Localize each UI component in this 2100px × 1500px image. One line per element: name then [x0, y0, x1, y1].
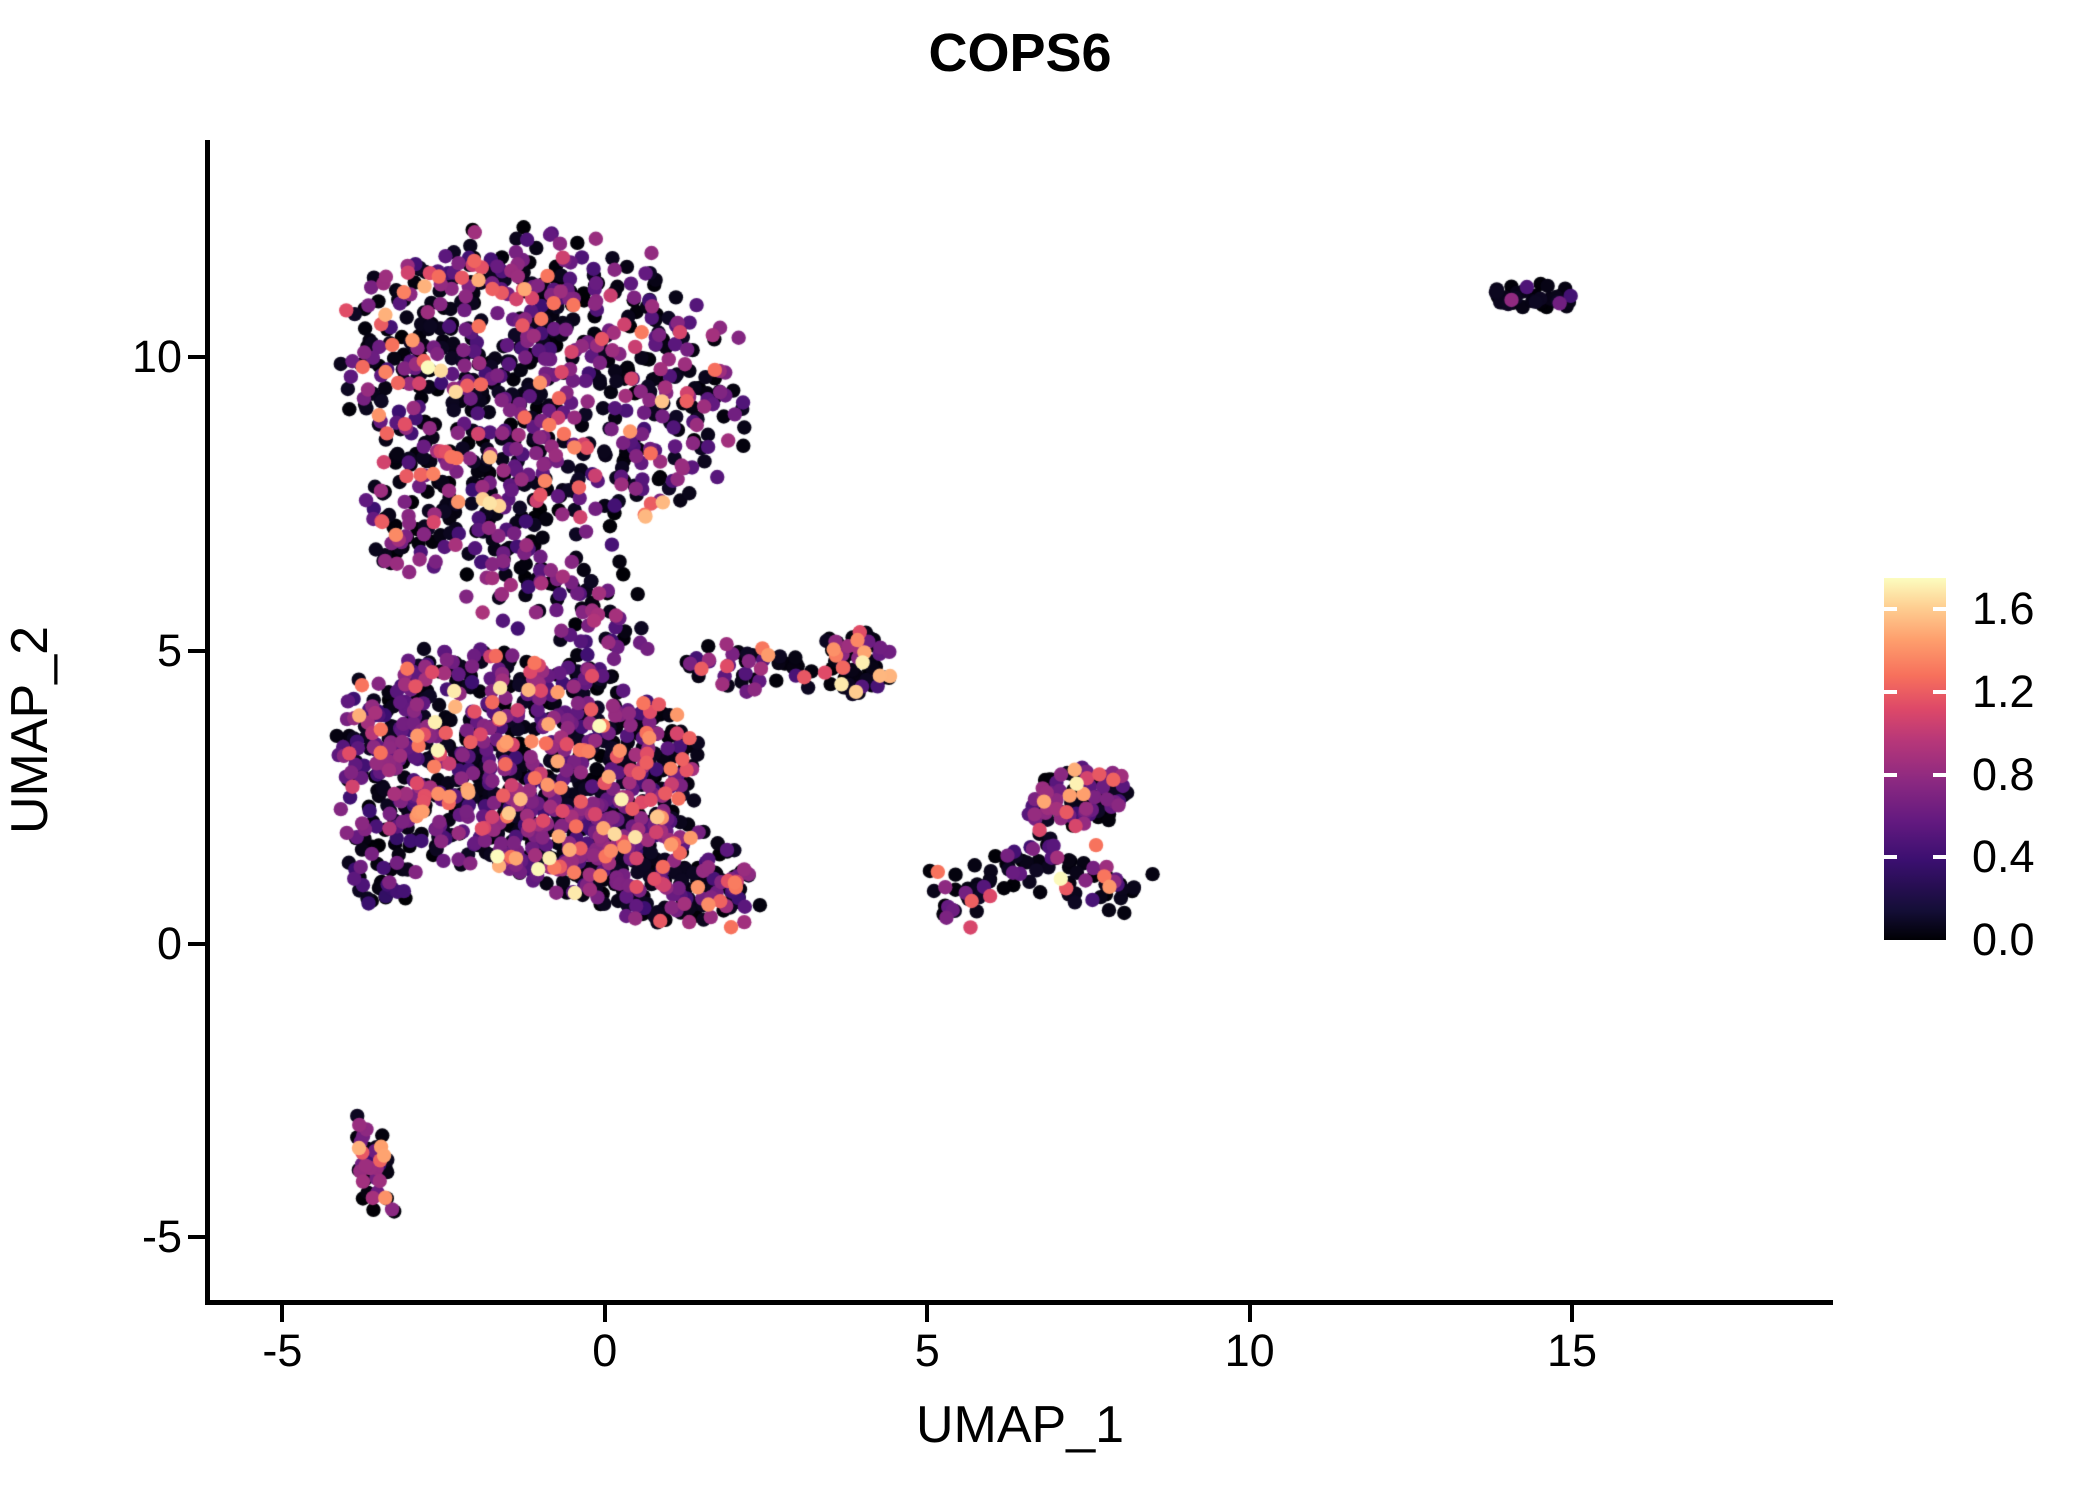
colorbar-tick-mark — [1884, 607, 1897, 612]
colorbar-tick-label: 1.6 — [1972, 583, 2035, 635]
colorbar-tick-mark — [1884, 689, 1897, 694]
colorbar-tick-mark — [1884, 855, 1897, 860]
x-tick-mark — [602, 1305, 607, 1322]
x-axis-title: UMAP_1 — [915, 1396, 1125, 1454]
colorbar-tick-mark — [1933, 855, 1946, 860]
x-tick-mark — [1570, 1305, 1575, 1322]
colorbar-tick-label: 0.8 — [1972, 748, 2035, 800]
colorbar-tick-label: 0.4 — [1972, 831, 2035, 883]
page-title: COPS6 — [928, 23, 1112, 83]
colorbar-tick-mark — [1884, 772, 1897, 777]
y-tick-mark — [188, 942, 205, 946]
colorbar-tick-label: 0.0 — [1972, 914, 2035, 965]
plot-panel — [205, 140, 1830, 1302]
x-tick-label: 0 — [592, 1325, 618, 1376]
x-tick-mark — [1247, 1305, 1252, 1322]
y-tick-label: 10 — [131, 331, 182, 383]
x-axis-line — [205, 1300, 1833, 1305]
colorbar-tick-label: 1.2 — [1972, 665, 2035, 717]
y-tick-label: -5 — [141, 1211, 182, 1263]
y-tick-label: 0 — [156, 918, 182, 969]
y-tick-label: 5 — [156, 624, 182, 676]
y-tick-mark — [188, 355, 205, 360]
x-tick-label: 5 — [914, 1325, 940, 1376]
x-tick-label: 15 — [1547, 1325, 1598, 1376]
colorbar-tick-mark — [1933, 689, 1946, 694]
x-tick-mark — [280, 1305, 285, 1322]
x-tick-mark — [925, 1305, 930, 1322]
y-tick-mark — [188, 1235, 205, 1240]
colorbar-legend: 1.6 1.2 0.8 0.4 0.0 — [1884, 578, 2094, 965]
colorbar-gradient — [1884, 578, 1946, 940]
x-tick-label: 10 — [1224, 1325, 1275, 1376]
x-tick-label: -5 — [262, 1325, 303, 1376]
scatter-points-layer — [205, 140, 1830, 1302]
y-axis-line — [205, 140, 210, 1305]
colorbar-tick-mark — [1933, 607, 1946, 612]
y-axis-title: UMAP_2 — [1, 625, 59, 835]
colorbar-tick-mark — [1933, 772, 1946, 777]
y-tick-mark — [188, 648, 205, 653]
